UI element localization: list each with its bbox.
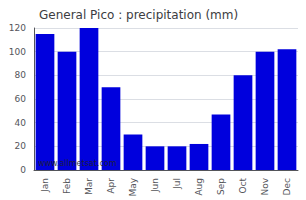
svg-text:Jun: Jun [150, 178, 160, 193]
svg-text:Oct: Oct [238, 178, 248, 194]
svg-text:80: 80 [15, 70, 27, 80]
svg-text:May: May [128, 177, 138, 196]
svg-text:www.allmetsat.com: www.allmetsat.com [38, 159, 117, 168]
svg-text:Jan: Jan [40, 178, 50, 193]
svg-text:100: 100 [9, 47, 26, 57]
svg-text:Jul: Jul [172, 178, 182, 190]
svg-text:20: 20 [15, 141, 27, 151]
svg-text:Dec: Dec [282, 178, 292, 195]
svg-text:General Pico : precipitation (: General Pico : precipitation (mm) [39, 8, 238, 22]
svg-text:40: 40 [15, 118, 27, 128]
svg-text:Mar: Mar [84, 178, 94, 195]
svg-text:60: 60 [15, 94, 27, 104]
svg-text:Nov: Nov [260, 177, 270, 195]
svg-text:120: 120 [9, 23, 26, 33]
svg-text:Feb: Feb [62, 178, 72, 194]
svg-text:Aug: Aug [194, 178, 204, 196]
svg-text:0: 0 [20, 165, 26, 175]
svg-text:Apr: Apr [106, 178, 116, 194]
svg-text:Sep: Sep [216, 178, 226, 195]
